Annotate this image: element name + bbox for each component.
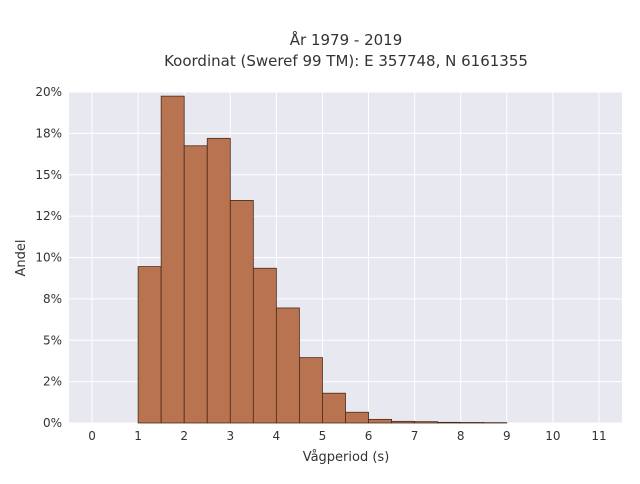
x-tick-label: 5 (319, 429, 327, 443)
y-tick-label: 20% (35, 85, 62, 99)
y-tick-label: 18% (35, 126, 62, 140)
x-tick-label: 9 (503, 429, 511, 443)
y-axis-label: Andel (14, 240, 29, 277)
x-tick-label: 10 (545, 429, 560, 443)
y-tick-label: 12% (35, 209, 62, 223)
y-tick-label: 0% (43, 416, 62, 430)
y-tick-label: 5% (43, 333, 62, 347)
y-tick-label: 10% (35, 251, 62, 265)
x-tick-label: 11 (591, 429, 606, 443)
histogram-bar (392, 421, 415, 423)
y-tick-label: 15% (35, 168, 62, 182)
histogram-bar (230, 200, 253, 423)
chart-title-line1: År 1979 - 2019 (290, 30, 403, 49)
histogram-bar (322, 393, 345, 423)
histogram-bar (253, 268, 276, 423)
y-tick-label: 2% (43, 375, 62, 389)
x-tick-label: 2 (180, 429, 188, 443)
histogram-bar (346, 412, 369, 423)
histogram-bar (369, 419, 392, 423)
histogram-bar (299, 358, 322, 423)
x-tick-label: 8 (457, 429, 465, 443)
x-tick-label: 6 (365, 429, 373, 443)
histogram-bar (161, 96, 184, 423)
histogram-bar (207, 138, 230, 423)
histogram-bar (415, 422, 438, 423)
histogram-bar (138, 267, 161, 423)
x-tick-label: 0 (88, 429, 96, 443)
histogram-bar (276, 308, 299, 423)
x-axis-ticks: 0 1 2 3 4 5 6 7 8 9 10 11 (88, 429, 606, 443)
y-axis-ticks: 0% 2% 5% 8% 10% 12% 15% 18% 20% (35, 85, 62, 430)
histogram-bar (438, 422, 461, 423)
chart-title-line2: Koordinat (Sweref 99 TM): E 357748, N 61… (164, 52, 528, 70)
x-tick-label: 4 (273, 429, 281, 443)
x-tick-label: 1 (134, 429, 142, 443)
x-tick-label: 3 (226, 429, 234, 443)
x-axis-label: Vågperiod (s) (303, 450, 390, 465)
y-tick-label: 8% (43, 292, 62, 306)
x-tick-label: 7 (411, 429, 419, 443)
histogram-bar (184, 146, 207, 423)
